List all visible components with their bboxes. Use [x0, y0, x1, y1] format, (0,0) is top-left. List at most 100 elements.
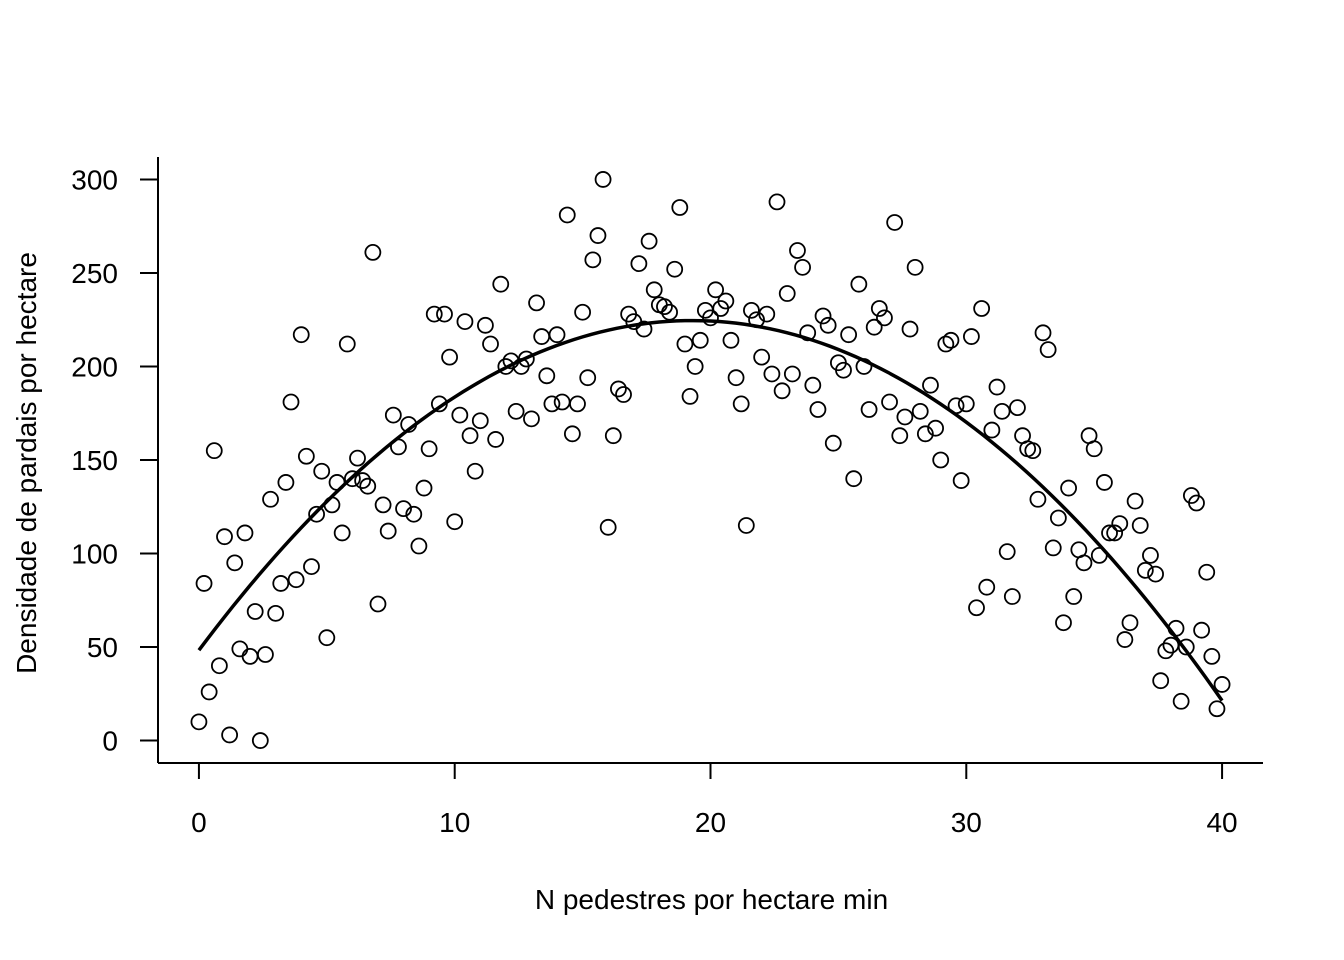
data-point: [860, 401, 878, 418]
data-point: [1177, 638, 1195, 656]
data-point: [205, 442, 223, 460]
data-point: [446, 513, 464, 531]
data-point: [758, 305, 776, 323]
data-point: [277, 474, 295, 491]
data-point: [973, 300, 991, 317]
data-point: [354, 472, 372, 489]
data-point: [1136, 561, 1154, 579]
data-point: [579, 369, 597, 387]
data-point: [584, 251, 602, 269]
data-point: [630, 255, 648, 273]
data-point: [364, 243, 382, 261]
data-point: [993, 402, 1011, 420]
data-point: [216, 528, 233, 546]
data-point: [743, 301, 760, 319]
data-point: [246, 603, 264, 620]
data-point: [1055, 614, 1072, 632]
data-point: [384, 406, 402, 424]
data-point: [297, 447, 315, 465]
data-point: [763, 365, 781, 383]
data-point: [466, 462, 484, 480]
data-point: [1126, 492, 1144, 510]
data-point: [574, 303, 592, 321]
data-point: [231, 640, 249, 658]
data-point: [441, 348, 458, 366]
data-point: [737, 517, 755, 534]
data-point: [415, 479, 433, 497]
data-points: [190, 171, 1231, 749]
data-point: [998, 543, 1016, 561]
x-tick-label: 20: [695, 807, 726, 838]
data-point: [533, 328, 551, 345]
data-point: [937, 335, 955, 353]
data-point: [722, 331, 740, 349]
data-point: [287, 571, 305, 589]
data-point: [461, 427, 479, 445]
y-ticks: 0 50 100 150 200 250 300: [71, 164, 158, 757]
y-tick-label: 150: [71, 445, 118, 476]
data-point: [988, 378, 1006, 396]
data-point: [702, 309, 719, 327]
data-point: [257, 646, 274, 663]
data-point: [507, 402, 525, 420]
data-point: [517, 350, 535, 368]
data-point: [482, 335, 499, 353]
data-point: [558, 206, 576, 224]
data-point: [1142, 546, 1159, 564]
data-point: [1208, 700, 1226, 718]
data-point: [313, 462, 331, 480]
data-point: [292, 326, 310, 344]
x-ticks: 0 10 20 30 40: [191, 763, 1238, 838]
x-tick-label: 0: [191, 807, 207, 838]
x-tick-label: 30: [951, 807, 982, 838]
data-point: [318, 629, 336, 647]
data-point: [200, 683, 218, 701]
data-point: [727, 369, 745, 387]
data-point: [1049, 509, 1067, 527]
data-point: [942, 331, 960, 349]
data-point: [241, 647, 259, 665]
data-point: [1096, 474, 1113, 491]
data-point: [523, 410, 540, 428]
data-point: [410, 537, 428, 555]
data-point: [236, 524, 254, 542]
data-point: [819, 316, 837, 334]
data-point: [553, 393, 571, 411]
data-point: [221, 726, 239, 744]
data-point: [1106, 524, 1124, 542]
data-point: [671, 199, 689, 216]
y-tick-label: 50: [87, 632, 118, 663]
data-point: [487, 431, 505, 448]
data-point: [732, 395, 750, 413]
data-point: [645, 281, 663, 299]
data-point: [267, 604, 285, 622]
data-point: [901, 320, 919, 338]
data-point: [916, 425, 934, 443]
data-point: [768, 193, 786, 211]
data-point: [251, 732, 269, 749]
data-point: [210, 657, 228, 675]
data-point: [1060, 479, 1078, 497]
data-point: [1065, 588, 1083, 605]
data-point: [957, 395, 975, 413]
data-point: [333, 524, 351, 542]
axes: 0 10 20 30 40 0 50 100 150 200 250 300: [71, 157, 1263, 838]
data-point: [1147, 565, 1164, 583]
data-point: [1009, 399, 1026, 417]
data-point: [477, 316, 494, 334]
data-point: [405, 505, 423, 523]
data-point: [226, 554, 244, 572]
data-point: [1213, 676, 1231, 693]
data-point: [881, 393, 898, 411]
data-point: [906, 258, 924, 276]
data-point: [594, 171, 612, 188]
data-point: [911, 402, 929, 420]
data-point: [896, 408, 914, 426]
data-point: [845, 470, 863, 488]
data-point: [804, 376, 822, 394]
data-point: [528, 294, 545, 312]
data-point: [282, 393, 300, 411]
data-point: [717, 292, 735, 310]
data-point: [978, 578, 996, 596]
